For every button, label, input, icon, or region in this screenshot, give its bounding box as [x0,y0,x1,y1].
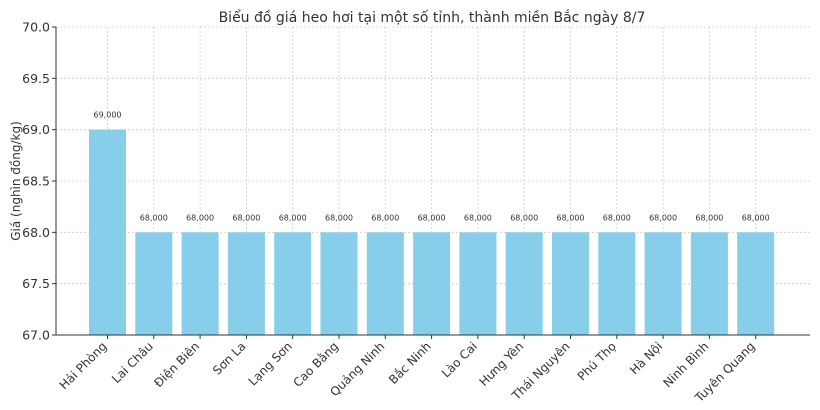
y-tick-label: 69.5 [22,71,50,86]
x-tick-label: Điện Biên [151,339,202,390]
data-labels: 69,000 68,000 68,000 68,000 68,000 68,000 68,0… [94,111,770,223]
data-label: 68,000 [695,213,723,222]
y-tick-label: 68.0 [22,225,50,240]
bar [737,232,775,335]
data-label: 69,000 [94,111,122,120]
bar [459,232,497,335]
y-tick-label: 68.5 [22,174,50,189]
x-tick-label: Lào Cai [439,339,480,380]
bar [181,232,219,335]
data-label: 68,000 [649,213,677,222]
bar [413,232,451,335]
x-tick-label: Lạng Sơn [246,339,295,388]
x-tick-label: Lai Châu [109,339,156,386]
y-ticks: 67.0 67.5 68.0 68.5 69.0 69.5 70.0 [22,20,56,343]
x-tick-label: Bắc Ninh [386,339,434,387]
data-label: 68,000 [510,213,538,222]
x-tick-label: Hải Phòng [57,339,110,392]
data-label: 68,000 [603,213,631,222]
y-tick-label: 67.5 [22,276,50,291]
y-tick-label: 70.0 [22,20,50,35]
bar [89,129,126,335]
data-label: 68,000 [418,213,446,222]
data-label: 68,000 [371,213,399,222]
y-axis-label: Giá (nghìn đồng/kg) [9,121,23,241]
bar [135,232,173,335]
bar [505,232,543,335]
y-tick-label: 67.0 [22,328,50,343]
chart-title: Biểu đồ giá heo hơi tại một số tỉnh, thà… [219,9,646,26]
data-label: 68,000 [742,213,770,222]
data-label: 68,000 [232,213,260,222]
data-label: 68,000 [140,213,168,222]
data-label: 68,000 [325,213,353,222]
x-tick-label: Phú Thọ [575,339,619,383]
bar [320,232,358,335]
bar [227,232,265,335]
x-tick-label: Sơn La [210,339,248,377]
data-label: 68,000 [279,213,307,222]
x-tick-label: Hưng Yên [477,339,527,389]
bar [366,232,404,335]
data-label: 68,000 [464,213,492,222]
bar [644,232,682,335]
bars [89,129,775,335]
data-label: 68,000 [557,213,585,222]
x-tick-label: Hà Nội [627,339,665,377]
bar [274,232,312,335]
bar [690,232,728,335]
data-label: 68,000 [186,213,214,222]
bar [598,232,636,335]
bar [552,232,589,335]
y-tick-label: 69.0 [22,122,50,137]
